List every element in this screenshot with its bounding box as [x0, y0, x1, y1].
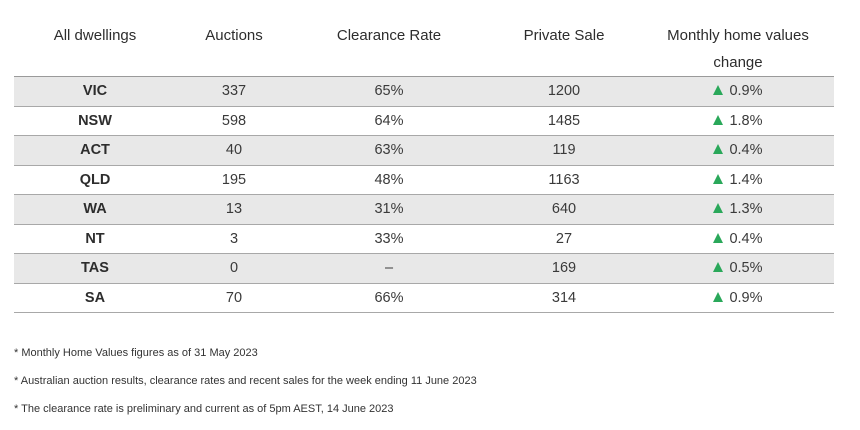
state-cell: ACT — [14, 135, 176, 166]
monthly-change-cell: 0.4% — [642, 135, 834, 166]
clearance-rate-cell: 33% — [292, 224, 486, 254]
header-all-dwellings: All dwellings — [14, 20, 176, 77]
header-clearance-rate: Clearance Rate — [292, 20, 486, 77]
auctions-cell: 13 — [176, 194, 292, 225]
up-arrow-icon — [713, 144, 724, 155]
clearance-rate-cell: 48% — [292, 165, 486, 195]
dwellings-table-container: All dwellings Auctions Clearance Rate Pr… — [14, 20, 834, 313]
state-cell: NSW — [14, 106, 176, 136]
monthly-change-cell: 0.4% — [642, 224, 834, 254]
state-cell: VIC — [14, 76, 176, 107]
up-arrow-icon — [713, 114, 724, 125]
monthly-change-cell: 0.5% — [642, 253, 834, 284]
table-row: TAS 0 – 169 0.5% — [14, 253, 834, 284]
monthly-change-value: 1.8% — [729, 112, 763, 129]
footnote-monthly-home-values: * Monthly Home Values figures as of 31 M… — [14, 347, 258, 359]
monthly-change-value: 0.9% — [729, 289, 763, 306]
private-sale-cell: 1163 — [486, 165, 642, 195]
monthly-change-cell: 1.8% — [642, 106, 834, 136]
state-cell: QLD — [14, 165, 176, 195]
up-arrow-icon — [713, 173, 724, 184]
private-sale-cell: 314 — [486, 283, 642, 313]
auctions-cell: 0 — [176, 253, 292, 284]
clearance-rate-cell: – — [292, 253, 486, 284]
state-cell: NT — [14, 224, 176, 254]
header-private-sale: Private Sale — [486, 20, 642, 77]
table-row: WA 13 31% 640 1.3% — [14, 194, 834, 225]
monthly-change-value: 0.4% — [729, 142, 763, 159]
private-sale-cell: 27 — [486, 224, 642, 254]
auctions-cell: 40 — [176, 135, 292, 166]
monthly-change-value: 0.4% — [729, 230, 763, 247]
clearance-rate-cell: 66% — [292, 283, 486, 313]
clearance-rate-cell: 63% — [292, 135, 486, 166]
private-sale-cell: 119 — [486, 135, 642, 166]
table-row: NT 3 33% 27 0.4% — [14, 224, 834, 254]
state-cell: SA — [14, 283, 176, 313]
monthly-change-cell: 1.4% — [642, 165, 834, 195]
up-arrow-icon — [713, 291, 724, 302]
monthly-change-cell: 1.3% — [642, 194, 834, 225]
clearance-rate-cell: 64% — [292, 106, 486, 136]
footnote-auction-results: * Australian auction results, clearance … — [14, 375, 477, 387]
header-auctions: Auctions — [176, 20, 292, 77]
header-monthly-home-values-change: Monthly home values change — [642, 20, 834, 77]
table-header-row: All dwellings Auctions Clearance Rate Pr… — [14, 20, 834, 77]
monthly-change-value: 1.4% — [729, 171, 763, 188]
up-arrow-icon — [713, 232, 724, 243]
up-arrow-icon — [713, 203, 724, 214]
footnote-clearance-rate: * The clearance rate is preliminary and … — [14, 403, 394, 415]
table-row: NSW 598 64% 1485 1.8% — [14, 106, 834, 136]
monthly-change-cell: 0.9% — [642, 283, 834, 313]
auctions-cell: 70 — [176, 283, 292, 313]
dwellings-table: All dwellings Auctions Clearance Rate Pr… — [14, 20, 834, 313]
private-sale-cell: 1485 — [486, 106, 642, 136]
monthly-change-value: 0.5% — [729, 260, 763, 277]
private-sale-cell: 1200 — [486, 76, 642, 107]
footnotes: * Monthly Home Values figures as of 31 M… — [14, 346, 834, 430]
state-cell: WA — [14, 194, 176, 225]
auctions-cell: 337 — [176, 76, 292, 107]
monthly-change-value: 1.3% — [729, 201, 763, 218]
private-sale-cell: 169 — [486, 253, 642, 284]
table-row: VIC 337 65% 1200 0.9% — [14, 76, 834, 107]
auctions-cell: 598 — [176, 106, 292, 136]
table-row: SA 70 66% 314 0.9% — [14, 283, 834, 313]
monthly-change-cell: 0.9% — [642, 76, 834, 107]
auctions-cell: 195 — [176, 165, 292, 195]
clearance-rate-cell: 31% — [292, 194, 486, 225]
auctions-cell: 3 — [176, 224, 292, 254]
clearance-rate-cell: 65% — [292, 76, 486, 107]
up-arrow-icon — [713, 85, 724, 96]
table-row: QLD 195 48% 1163 1.4% — [14, 165, 834, 195]
up-arrow-icon — [713, 262, 724, 273]
state-cell: TAS — [14, 253, 176, 284]
private-sale-cell: 640 — [486, 194, 642, 225]
table-row: ACT 40 63% 119 0.4% — [14, 135, 834, 166]
monthly-change-value: 0.9% — [729, 83, 763, 100]
